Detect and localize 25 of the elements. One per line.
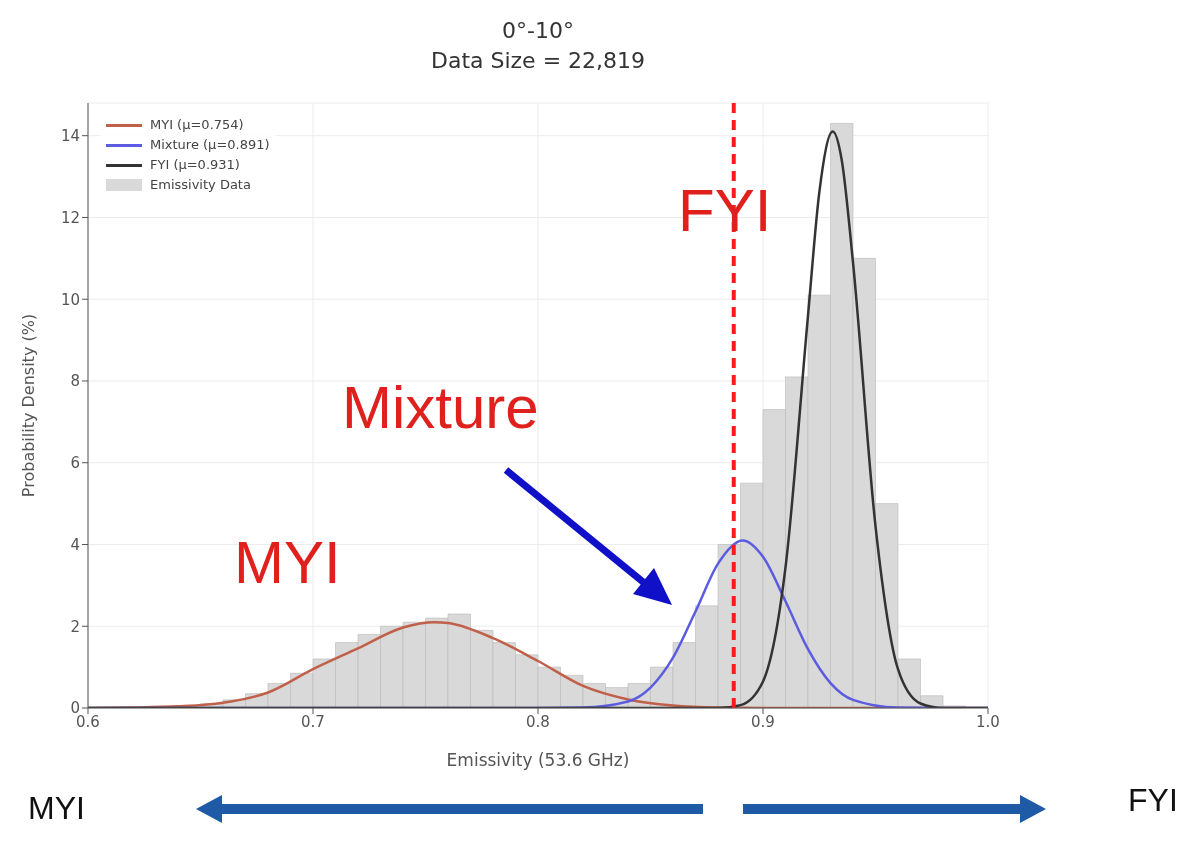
text: MYI [28, 790, 85, 827]
x-tick-label: 0.7 [301, 712, 325, 731]
legend-label: FYI (μ=0.931) [150, 156, 240, 174]
annotation: FYI [678, 176, 772, 245]
x-tick-label: 1.0 [976, 712, 1000, 731]
chart-subtitle: Data Size = 22,819 [429, 47, 647, 75]
y-tick-label: 8 [70, 372, 80, 391]
annotation: Mixture [342, 373, 539, 442]
x-tick-label: 0.9 [751, 712, 775, 731]
y-tick-label: 10 [60, 290, 80, 309]
x-tick-label: 0.8 [526, 712, 550, 731]
x-tick-label: 0.6 [76, 712, 100, 731]
y-tick-label: 6 [70, 454, 80, 473]
y-tick-label: 2 [70, 617, 80, 636]
x-axis-title: Emissivity (53.6 GHz) [446, 750, 630, 770]
y-tick-label: 12 [60, 208, 80, 227]
text: FYI [1128, 782, 1178, 819]
legend-label: Emissivity Data [150, 176, 251, 194]
chart-title: 0°-10° [501, 17, 575, 45]
y-tick-label: 4 [70, 535, 80, 554]
legend-label: Mixture (μ=0.891) [150, 136, 270, 154]
y-tick-label: 14 [60, 127, 80, 146]
annotation: MYI [234, 528, 341, 597]
y-axis-title: Probability Density (%) [18, 313, 38, 498]
legend-label: MYI (μ=0.754) [150, 116, 244, 134]
